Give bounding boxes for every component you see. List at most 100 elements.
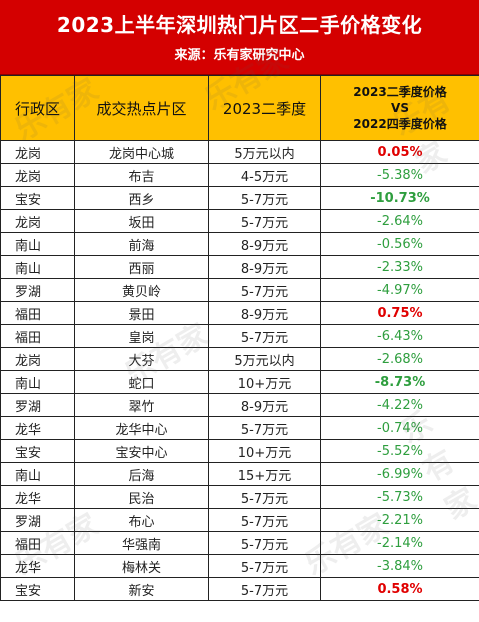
cell-district: 龙岗: [0, 140, 75, 164]
cell-price-range: 5-7万元: [208, 577, 321, 601]
cell-district: 龙华: [0, 416, 75, 440]
cell-area: 龙华中心: [74, 416, 209, 440]
cell-district: 南山: [0, 370, 75, 394]
column-header-price-change: 2023二季度价格 VS 2022四季度价格: [320, 75, 479, 141]
cell-price-change: -2.21%: [320, 508, 479, 532]
cell-district: 罗湖: [0, 508, 75, 532]
table-row: 龙华 龙华中心 5-7万元 -0.74%: [0, 416, 479, 440]
cell-district: 罗湖: [0, 393, 75, 417]
cell-area: 新安: [74, 577, 209, 601]
cell-price-range: 5-7万元: [208, 324, 321, 348]
cell-area: 布吉: [74, 163, 209, 187]
cell-price-range: 10+万元: [208, 439, 321, 463]
cell-area: 龙岗中心城: [74, 140, 209, 164]
cell-district: 福田: [0, 531, 75, 555]
cell-price-change: -2.14%: [320, 531, 479, 555]
cell-district: 南山: [0, 462, 75, 486]
cell-price-range: 5-7万元: [208, 186, 321, 210]
table-row: 南山 后海 15+万元 -6.99%: [0, 462, 479, 486]
table-row: 罗湖 布心 5-7万元 -2.21%: [0, 508, 479, 532]
table-row: 龙岗 坂田 5-7万元 -2.64%: [0, 209, 479, 233]
cell-area: 民治: [74, 485, 209, 509]
cell-district: 宝安: [0, 186, 75, 210]
table-row: 福田 景田 8-9万元 0.75%: [0, 301, 479, 325]
cell-price-range: 5-7万元: [208, 554, 321, 578]
table-row: 罗湖 翠竹 8-9万元 -4.22%: [0, 393, 479, 417]
cell-district: 宝安: [0, 439, 75, 463]
table-row: 罗湖 黄贝岭 5-7万元 -4.97%: [0, 278, 479, 302]
cell-price-range: 15+万元: [208, 462, 321, 486]
column-header-district: 行政区: [0, 75, 75, 141]
cell-price-change: -2.64%: [320, 209, 479, 233]
cell-district: 宝安: [0, 577, 75, 601]
cell-district: 龙华: [0, 485, 75, 509]
table-row: 龙华 民治 5-7万元 -5.73%: [0, 485, 479, 509]
table-body: 龙岗 龙岗中心城 5万元以内 0.05% 龙岗 布吉 4-5万元 -5.38% 宝安 西乡 5-7万…: [0, 140, 479, 601]
cell-district: 福田: [0, 301, 75, 325]
title-banner: 2023上半年深圳热门片区二手价格变化 来源：乐有家研究中心: [0, 0, 479, 75]
cell-price-change: -0.56%: [320, 232, 479, 256]
cell-price-change: -5.73%: [320, 485, 479, 509]
compare-line-3: 2022四季度价格: [353, 117, 447, 131]
cell-price-range: 8-9万元: [208, 301, 321, 325]
cell-price-change: -8.73%: [320, 370, 479, 394]
cell-price-change: 0.58%: [320, 577, 479, 601]
cell-price-change: -0.74%: [320, 416, 479, 440]
table-row: 南山 西丽 8-9万元 -2.33%: [0, 255, 479, 279]
cell-area: 布心: [74, 508, 209, 532]
table-row: 龙岗 大芬 5万元以内 -2.68%: [0, 347, 479, 371]
cell-price-range: 5-7万元: [208, 278, 321, 302]
cell-price-change: -3.84%: [320, 554, 479, 578]
cell-area: 西丽: [74, 255, 209, 279]
cell-price-range: 5-7万元: [208, 416, 321, 440]
cell-price-range: 5-7万元: [208, 209, 321, 233]
cell-area: 黄贝岭: [74, 278, 209, 302]
cell-price-change: 0.05%: [320, 140, 479, 164]
table-row: 龙华 梅林关 5-7万元 -3.84%: [0, 554, 479, 578]
cell-price-change: -4.22%: [320, 393, 479, 417]
cell-area: 梅林关: [74, 554, 209, 578]
cell-area: 宝安中心: [74, 439, 209, 463]
cell-price-range: 8-9万元: [208, 393, 321, 417]
cell-area: 景田: [74, 301, 209, 325]
cell-area: 华强南: [74, 531, 209, 555]
table-row: 南山 蛇口 10+万元 -8.73%: [0, 370, 479, 394]
cell-price-range: 5万元以内: [208, 347, 321, 371]
compare-line-1: 2023二季度价格: [353, 85, 447, 99]
cell-area: 皇岗: [74, 324, 209, 348]
cell-district: 南山: [0, 232, 75, 256]
source-label: 来源：乐有家研究中心: [174, 48, 305, 63]
cell-price-range: 8-9万元: [208, 232, 321, 256]
cell-area: 大芬: [74, 347, 209, 371]
cell-price-range: 5-7万元: [208, 485, 321, 509]
cell-district: 福田: [0, 324, 75, 348]
table-row: 龙岗 龙岗中心城 5万元以内 0.05%: [0, 140, 479, 164]
table-row: 福田 皇岗 5-7万元 -6.43%: [0, 324, 479, 348]
cell-area: 翠竹: [74, 393, 209, 417]
cell-district: 罗湖: [0, 278, 75, 302]
cell-price-change: -2.68%: [320, 347, 479, 371]
table-row: 南山 前海 8-9万元 -0.56%: [0, 232, 479, 256]
cell-district: 龙华: [0, 554, 75, 578]
cell-price-change: -5.52%: [320, 439, 479, 463]
page-title: 2023上半年深圳热门片区二手价格变化: [56, 13, 423, 37]
cell-price-change: -6.43%: [320, 324, 479, 348]
cell-area: 前海: [74, 232, 209, 256]
cell-area: 蛇口: [74, 370, 209, 394]
cell-price-range: 10+万元: [208, 370, 321, 394]
cell-price-range: 4-5万元: [208, 163, 321, 187]
cell-price-change: -10.73%: [320, 186, 479, 210]
cell-price-change: 0.75%: [320, 301, 479, 325]
price-table: 行政区 成交热点片区 2023二季度 2023二季度价格 VS 2022四季度价…: [0, 75, 479, 601]
cell-price-range: 5-7万元: [208, 531, 321, 555]
cell-area: 坂田: [74, 209, 209, 233]
cell-price-change: -2.33%: [320, 255, 479, 279]
cell-price-range: 8-9万元: [208, 255, 321, 279]
cell-district: 龙岗: [0, 209, 75, 233]
cell-district: 龙岗: [0, 163, 75, 187]
column-header-area: 成交热点片区: [74, 75, 209, 141]
cell-price-range: 5-7万元: [208, 508, 321, 532]
cell-price-change: -5.38%: [320, 163, 479, 187]
table-row: 宝安 宝安中心 10+万元 -5.52%: [0, 439, 479, 463]
